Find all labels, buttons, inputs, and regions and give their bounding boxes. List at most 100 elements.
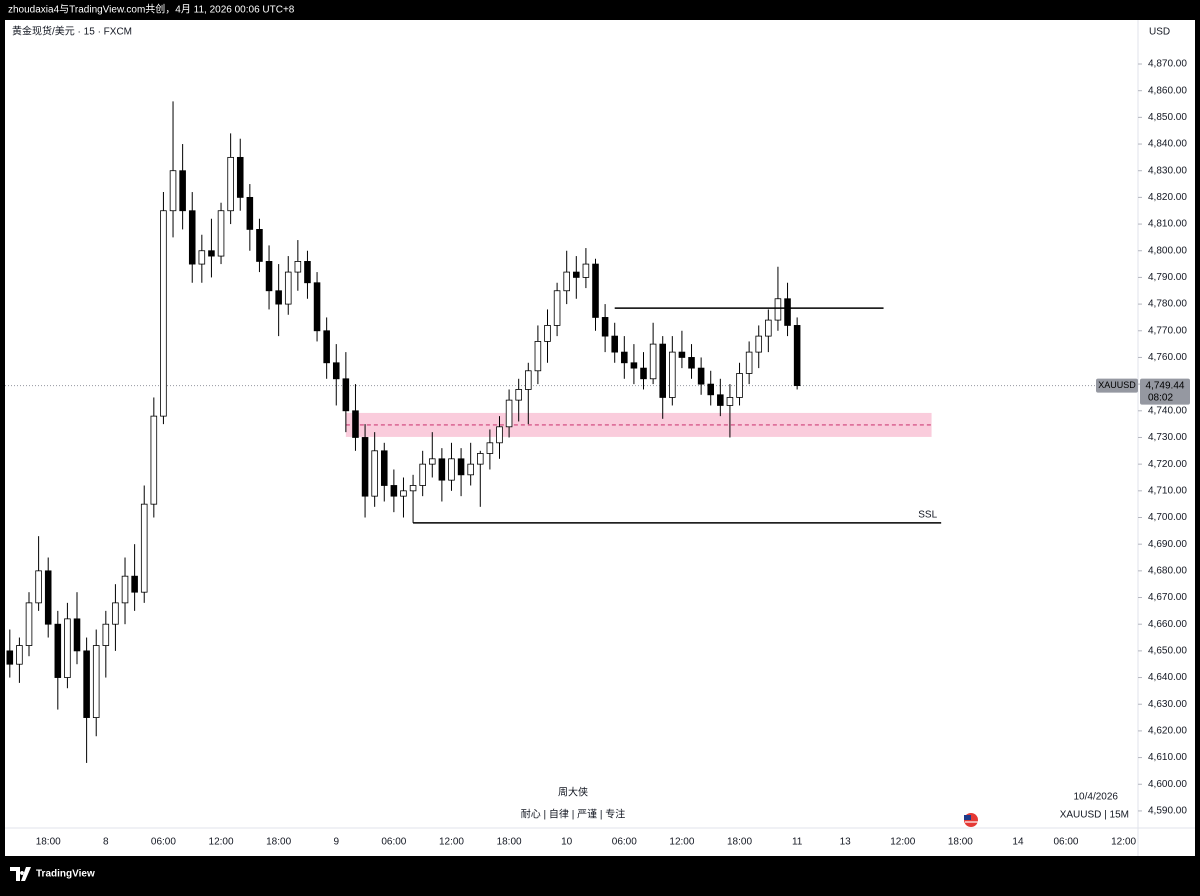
- candle-body: [256, 229, 263, 262]
- flag-icon: [964, 813, 978, 827]
- y-tick-label: 4,820.00: [1148, 192, 1187, 203]
- candle-body: [208, 250, 215, 257]
- candle-body: [323, 330, 330, 364]
- y-tick-label: 4,850.00: [1148, 112, 1187, 123]
- candle-body: [131, 575, 138, 593]
- candle-body: [227, 156, 234, 212]
- y-tick-label: 4,840.00: [1148, 139, 1187, 150]
- candle-body: [217, 210, 225, 257]
- x-tick-label: 06:00: [151, 837, 176, 848]
- candle-body: [380, 450, 388, 486]
- candle-body: [640, 367, 647, 380]
- candle-body: [16, 645, 23, 665]
- candle-body: [246, 196, 254, 230]
- y-tick-label: 4,650.00: [1148, 646, 1187, 657]
- footer-brand: TradingView: [36, 869, 95, 880]
- y-tick-label: 4,640.00: [1148, 672, 1187, 683]
- x-tick-label: 14: [1012, 837, 1024, 848]
- candle-body: [688, 357, 695, 369]
- candle-body: [25, 602, 33, 646]
- y-tick-label: 4,690.00: [1148, 539, 1187, 550]
- price-tag-label: 4,749.44: [1146, 380, 1185, 391]
- candle-body: [515, 389, 522, 401]
- candle-body: [102, 623, 110, 646]
- candle-body: [765, 319, 772, 337]
- header: zhoudaxia4与TradingView.com共创，4月 11, 2026…: [8, 3, 295, 16]
- symbol-tag: [1096, 378, 1138, 393]
- x-tick-label: 18:00: [36, 837, 61, 848]
- candle-body: [73, 618, 81, 652]
- x-tick-label: 12:00: [1111, 837, 1136, 848]
- y-tick-label: 4,730.00: [1148, 432, 1187, 443]
- y-tick-label: 4,810.00: [1148, 219, 1187, 230]
- candle-body: [525, 370, 532, 390]
- candle-body: [92, 645, 100, 718]
- y-tick-label: 4,710.00: [1148, 485, 1187, 496]
- candle-body: [44, 570, 52, 625]
- chart-area: [5, 20, 1195, 856]
- candle-body: [582, 263, 590, 278]
- candle-body: [332, 362, 340, 380]
- y-tick-label: 4,660.00: [1148, 619, 1187, 630]
- y-tick-label: 4,760.00: [1148, 352, 1187, 363]
- candle-body: [448, 458, 455, 481]
- y-tick-label: 4,600.00: [1148, 779, 1187, 790]
- y-tick-label: 4,670.00: [1148, 592, 1187, 603]
- x-tick-label: 12:00: [890, 837, 915, 848]
- candle-body: [678, 351, 686, 358]
- candle-body: [390, 485, 398, 497]
- candle-body: [54, 623, 62, 678]
- candle-body: [534, 341, 542, 372]
- y-tick-label: 4,700.00: [1148, 512, 1187, 523]
- candle-body: [755, 335, 763, 353]
- candle-body: [150, 415, 158, 505]
- candle-body: [457, 458, 465, 476]
- x-tick-label: 12:00: [669, 837, 694, 848]
- watermark-title: 周大侠: [558, 786, 588, 799]
- candle-body: [371, 450, 378, 497]
- watermark-subtitle: 耐心 | 自律 | 严谨 | 专注: [521, 808, 625, 821]
- candle-body: [428, 458, 436, 465]
- y-tick-label: 4,590.00: [1148, 806, 1187, 817]
- candle-body: [553, 290, 561, 326]
- candle-body: [236, 156, 244, 198]
- x-tick-label: 06:00: [1053, 837, 1078, 848]
- y-tick-label: 4,870.00: [1148, 59, 1187, 70]
- candle-body: [265, 261, 273, 292]
- candle-body: [409, 485, 417, 492]
- candle-body: [419, 463, 426, 486]
- y-tick-label: 4,610.00: [1148, 752, 1187, 763]
- candle-body: [745, 351, 753, 374]
- candle-body: [438, 458, 446, 481]
- currency: USD: [1149, 27, 1170, 38]
- candle-body: [707, 383, 715, 396]
- x-tick-label: 06:00: [612, 837, 637, 848]
- y-tick-label: 4,790.00: [1148, 272, 1187, 283]
- x-tick-label: 9: [333, 837, 339, 848]
- candle-body: [188, 210, 196, 265]
- candle-body: [112, 602, 119, 625]
- info-date: 10/4/2026: [1074, 792, 1119, 803]
- x-tick-label: 18:00: [497, 837, 522, 848]
- candle-body: [140, 503, 148, 593]
- candle-body: [284, 271, 292, 305]
- candle-body: [294, 261, 302, 273]
- candle-body: [601, 317, 609, 337]
- candle-body: [342, 378, 350, 412]
- candle-body: [573, 271, 580, 278]
- y-tick-label: 4,720.00: [1148, 459, 1187, 470]
- candle-body: [486, 442, 494, 454]
- x-tick-label: 18:00: [727, 837, 752, 848]
- candle-body: [64, 618, 71, 678]
- candle-body: [669, 351, 676, 398]
- x-tick-label: 10: [561, 837, 573, 848]
- candle-body: [477, 453, 484, 465]
- candle-body: [611, 335, 618, 353]
- symbol-tag-label: XAUUSD: [1098, 380, 1136, 390]
- x-tick-label: 13: [840, 837, 852, 848]
- candle-body: [179, 170, 186, 212]
- x-tick-label: 12:00: [439, 837, 464, 848]
- candle-body: [659, 343, 666, 398]
